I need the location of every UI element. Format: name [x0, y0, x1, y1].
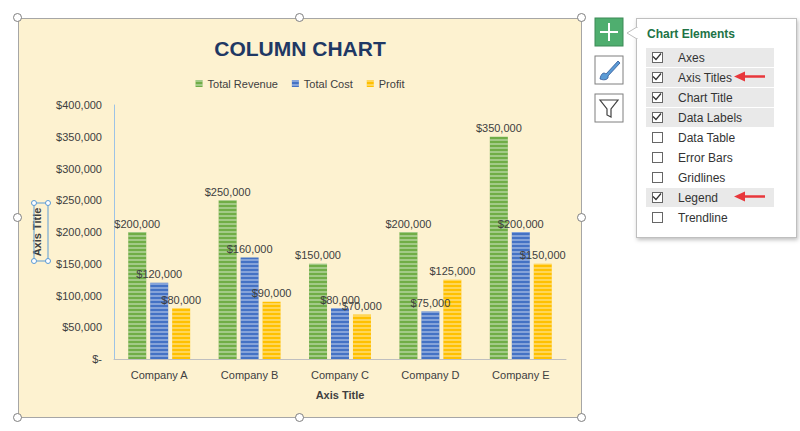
svg-text:$400,000: $400,000: [56, 99, 102, 111]
svg-text:Company A: Company A: [131, 369, 189, 381]
svg-text:$50,000: $50,000: [62, 321, 102, 333]
svg-text:Axis Title: Axis Title: [316, 389, 365, 401]
svg-text:$-: $-: [92, 353, 102, 365]
html-text:Chart Title: Chart Title: [678, 91, 733, 105]
svg-text:COLUMN CHART: COLUMN CHART: [214, 37, 386, 60]
svg-text:$200,000: $200,000: [114, 218, 160, 230]
html-text:Trendline: Trendline: [678, 211, 728, 225]
svg-text:$150,000: $150,000: [295, 249, 341, 261]
svg-text:$150,000: $150,000: [520, 249, 566, 261]
svg-text:$80,000: $80,000: [161, 294, 201, 306]
svg-text:Total Revenue: Total Revenue: [208, 78, 278, 90]
html-text:Axes: Axes: [678, 51, 705, 65]
html-text:Data Table: Data Table: [678, 131, 736, 145]
svg-text:Total Cost: Total Cost: [304, 78, 353, 90]
svg-text:$75,000: $75,000: [411, 297, 451, 309]
svg-text:Company B: Company B: [221, 369, 278, 381]
svg-text:$70,000: $70,000: [342, 300, 382, 312]
svg-text:$120,000: $120,000: [136, 268, 182, 280]
svg-text:$160,000: $160,000: [227, 243, 273, 255]
svg-text:$90,000: $90,000: [252, 287, 292, 299]
svg-text:Company E: Company E: [492, 369, 549, 381]
svg-text:$150,000: $150,000: [56, 258, 102, 270]
svg-text:Company C: Company C: [311, 369, 369, 381]
svg-text:Axis Title: Axis Title: [31, 208, 43, 257]
svg-text:$125,000: $125,000: [429, 265, 475, 277]
svg-text:$200,000: $200,000: [56, 226, 102, 238]
svg-text:$200,000: $200,000: [385, 218, 431, 230]
svg-text:Profit: Profit: [379, 78, 405, 90]
html-text:Error Bars: Error Bars: [678, 151, 733, 165]
svg-text:Company D: Company D: [401, 369, 459, 381]
svg-text:$200,000: $200,000: [498, 218, 544, 230]
html-text:Axis Titles: Axis Titles: [678, 71, 732, 85]
svg-text:$350,000: $350,000: [476, 122, 522, 134]
svg-text:$250,000: $250,000: [56, 194, 102, 206]
html-text:Data Labels: Data Labels: [678, 111, 742, 125]
html-text:Gridlines: Gridlines: [678, 171, 726, 185]
svg-text:$350,000: $350,000: [56, 131, 102, 143]
svg-text:$250,000: $250,000: [205, 186, 251, 198]
html-text:Legend: Legend: [678, 191, 718, 205]
html-text:Chart Elements: Chart Elements: [647, 27, 735, 41]
svg-text:$300,000: $300,000: [56, 163, 102, 175]
svg-text:$80,000: $80,000: [320, 293, 360, 306]
svg-text:$100,000: $100,000: [56, 290, 102, 302]
